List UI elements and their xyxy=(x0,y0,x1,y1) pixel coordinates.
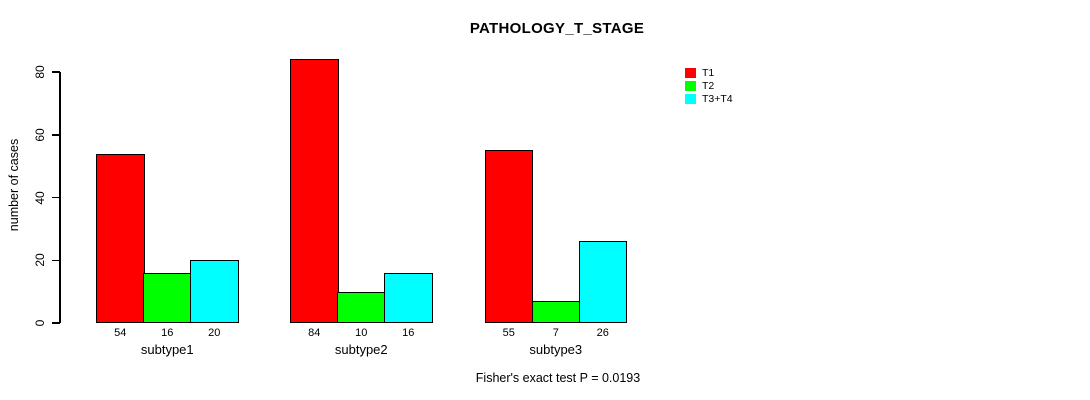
y-tick xyxy=(52,259,60,261)
y-tick-label: 40 xyxy=(33,190,47,205)
bar-value-label: 7 xyxy=(552,327,559,339)
chart-title: PATHOLOGY_T_STAGE xyxy=(469,20,645,37)
legend-label: T3+T4 xyxy=(702,92,733,105)
legend-item-T1: T1 xyxy=(685,66,733,79)
bar-subtype3-T1 xyxy=(484,150,533,323)
y-tick xyxy=(52,71,60,73)
bar-value-label: 54 xyxy=(114,327,127,339)
y-tick xyxy=(52,134,60,136)
y-axis-label: number of cases xyxy=(7,138,21,232)
category-label-subtype3: subtype3 xyxy=(529,342,583,357)
legend-label: T1 xyxy=(702,66,715,79)
y-tick-label: 20 xyxy=(33,253,47,267)
legend-swatch xyxy=(685,93,696,104)
legend-item-T3+T4: T3+T4 xyxy=(685,92,733,105)
bar-subtype2-T3+T4 xyxy=(384,272,433,323)
legend-item-T2: T2 xyxy=(685,79,733,92)
category-label-subtype2: subtype2 xyxy=(334,342,388,357)
bar-subtype1-T2 xyxy=(143,272,192,323)
legend-swatch xyxy=(685,80,696,91)
bar-subtype1-T3+T4 xyxy=(190,260,239,323)
bar-subtype2-T2 xyxy=(337,291,386,323)
y-tick xyxy=(52,322,60,324)
y-tick-label: 60 xyxy=(33,128,47,142)
legend: T1 T2 T3+T4 xyxy=(685,66,733,105)
bar-value-label: 16 xyxy=(161,327,174,339)
bar-value-label: 26 xyxy=(596,327,609,339)
bar-value-label: 55 xyxy=(502,327,515,339)
y-tick xyxy=(52,196,60,199)
bar-subtype2-T1 xyxy=(290,59,339,323)
y-tick-label: 80 xyxy=(33,65,47,79)
bar-value-label: 20 xyxy=(208,327,221,339)
legend-swatch xyxy=(685,67,696,78)
annotation-pvalue: Fisher's exact test P = 0.0193 xyxy=(475,371,641,385)
bar-value-label: 10 xyxy=(355,327,368,339)
bar-subtype1-T1 xyxy=(96,153,145,323)
bar-subtype3-T3+T4 xyxy=(578,241,627,323)
legend-label: T2 xyxy=(702,79,715,92)
y-tick-label: 0 xyxy=(33,319,47,327)
category-label-subtype1: subtype1 xyxy=(140,342,194,357)
bar-value-label: 16 xyxy=(402,327,415,339)
bar-value-label: 84 xyxy=(308,327,321,339)
bar-subtype3-T2 xyxy=(531,301,580,323)
